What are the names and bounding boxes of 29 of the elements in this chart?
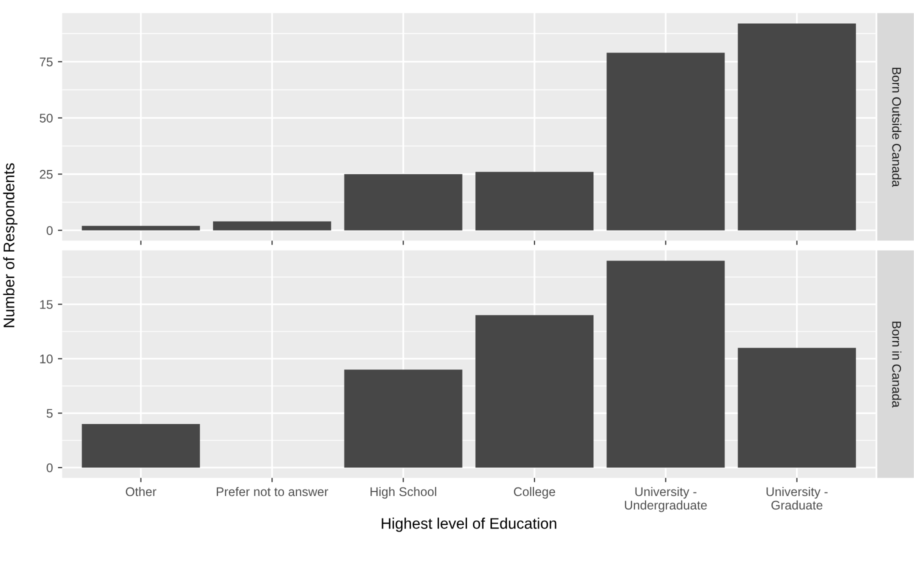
bar — [738, 23, 856, 230]
y-tick-label: 75 — [40, 58, 53, 66]
y-tick-label: 5 — [46, 409, 53, 418]
bar — [82, 226, 200, 230]
x-tick-label: High School — [370, 486, 436, 499]
bar — [82, 424, 200, 468]
y-axis-title: Number of Respondents — [3, 163, 18, 328]
y-tick-label: 10 — [40, 354, 53, 364]
bar — [606, 260, 725, 468]
x-tick-label: College — [514, 486, 556, 499]
bar — [344, 174, 462, 230]
x-tick-label: Prefer not to answer — [216, 486, 328, 496]
y-tick-label: 50 — [40, 114, 53, 123]
y2-axis-title: Born in Canada — [892, 322, 902, 408]
bar — [475, 172, 594, 230]
y2-axis-title: Born Outside Canada — [892, 68, 902, 188]
bar — [344, 370, 462, 468]
y-tick-label: 0 — [46, 226, 53, 235]
y-tick-label: 25 — [40, 170, 53, 179]
y-tick-label: 0 — [46, 463, 53, 472]
y-tick-label: 15 — [40, 300, 53, 309]
x-tick-label: Other — [126, 486, 156, 496]
bar — [606, 52, 725, 230]
bar — [738, 348, 856, 468]
bar — [213, 221, 332, 230]
x-tick-label: University - Graduate — [766, 486, 828, 510]
x-tick-label: University - Undergraduate — [624, 486, 707, 512]
x-axis-title: Highest level of Education — [382, 518, 556, 532]
bar — [475, 315, 594, 468]
